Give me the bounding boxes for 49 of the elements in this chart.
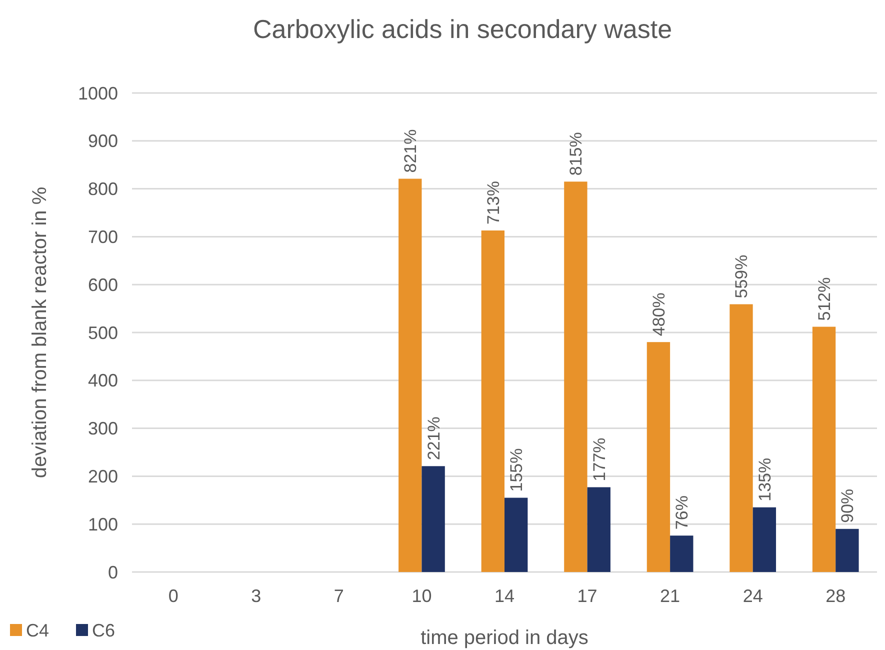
x-tick-label: 17	[577, 586, 598, 606]
bar	[670, 536, 694, 572]
bar	[752, 507, 776, 572]
bar	[481, 230, 504, 572]
data-label: 713%	[484, 180, 503, 224]
data-label: 815%	[566, 132, 586, 176]
data-label: 177%	[590, 438, 609, 482]
x-tick-label: 3	[251, 586, 262, 606]
y-tick-label: 300	[88, 418, 118, 439]
y-tick-label: 1000	[78, 83, 118, 104]
data-label: 559%	[732, 254, 752, 298]
data-label: 821%	[401, 129, 420, 173]
data-label: 221%	[424, 416, 444, 460]
y-tick-label: 500	[88, 322, 118, 343]
x-tick-label: 10	[412, 586, 432, 606]
y-tick-label: 100	[88, 514, 118, 534]
x-tick-label: 28	[826, 586, 846, 606]
legend-label: C4	[26, 620, 50, 640]
x-axis-title: time period in days	[420, 627, 588, 649]
bar	[422, 466, 445, 572]
chart-title: Carboxylic acids in secondary waste	[252, 14, 672, 44]
y-axis-title: deviation from blank reactor in %	[29, 186, 51, 478]
bar	[646, 342, 670, 572]
data-label: 90%	[838, 488, 858, 523]
bar	[587, 487, 610, 572]
y-tick-label: 200	[88, 466, 118, 486]
y-tick-label: 400	[88, 370, 118, 391]
bar	[812, 326, 836, 572]
legend-label: C6	[92, 620, 116, 640]
bar	[398, 178, 422, 572]
y-tick-label: 900	[88, 131, 118, 152]
x-tick-label: 0	[168, 586, 178, 606]
y-tick-label: 800	[88, 179, 118, 200]
data-label: 155%	[507, 448, 526, 492]
x-tick-label: 14	[494, 586, 515, 606]
data-label: 76%	[672, 496, 692, 530]
bar	[730, 304, 753, 572]
data-label: 135%	[755, 458, 774, 502]
x-tick-label: 21	[660, 586, 680, 606]
y-tick-label: 700	[88, 227, 118, 247]
y-tick-label: 0	[108, 562, 118, 582]
x-tick-label: 24	[742, 586, 763, 606]
y-tick-label: 600	[88, 274, 118, 295]
data-label: 512%	[815, 277, 834, 321]
x-tick-label: 7	[334, 586, 344, 606]
bar	[564, 182, 588, 572]
bar	[504, 498, 528, 572]
bar	[836, 528, 859, 572]
data-label: 480%	[649, 292, 668, 336]
